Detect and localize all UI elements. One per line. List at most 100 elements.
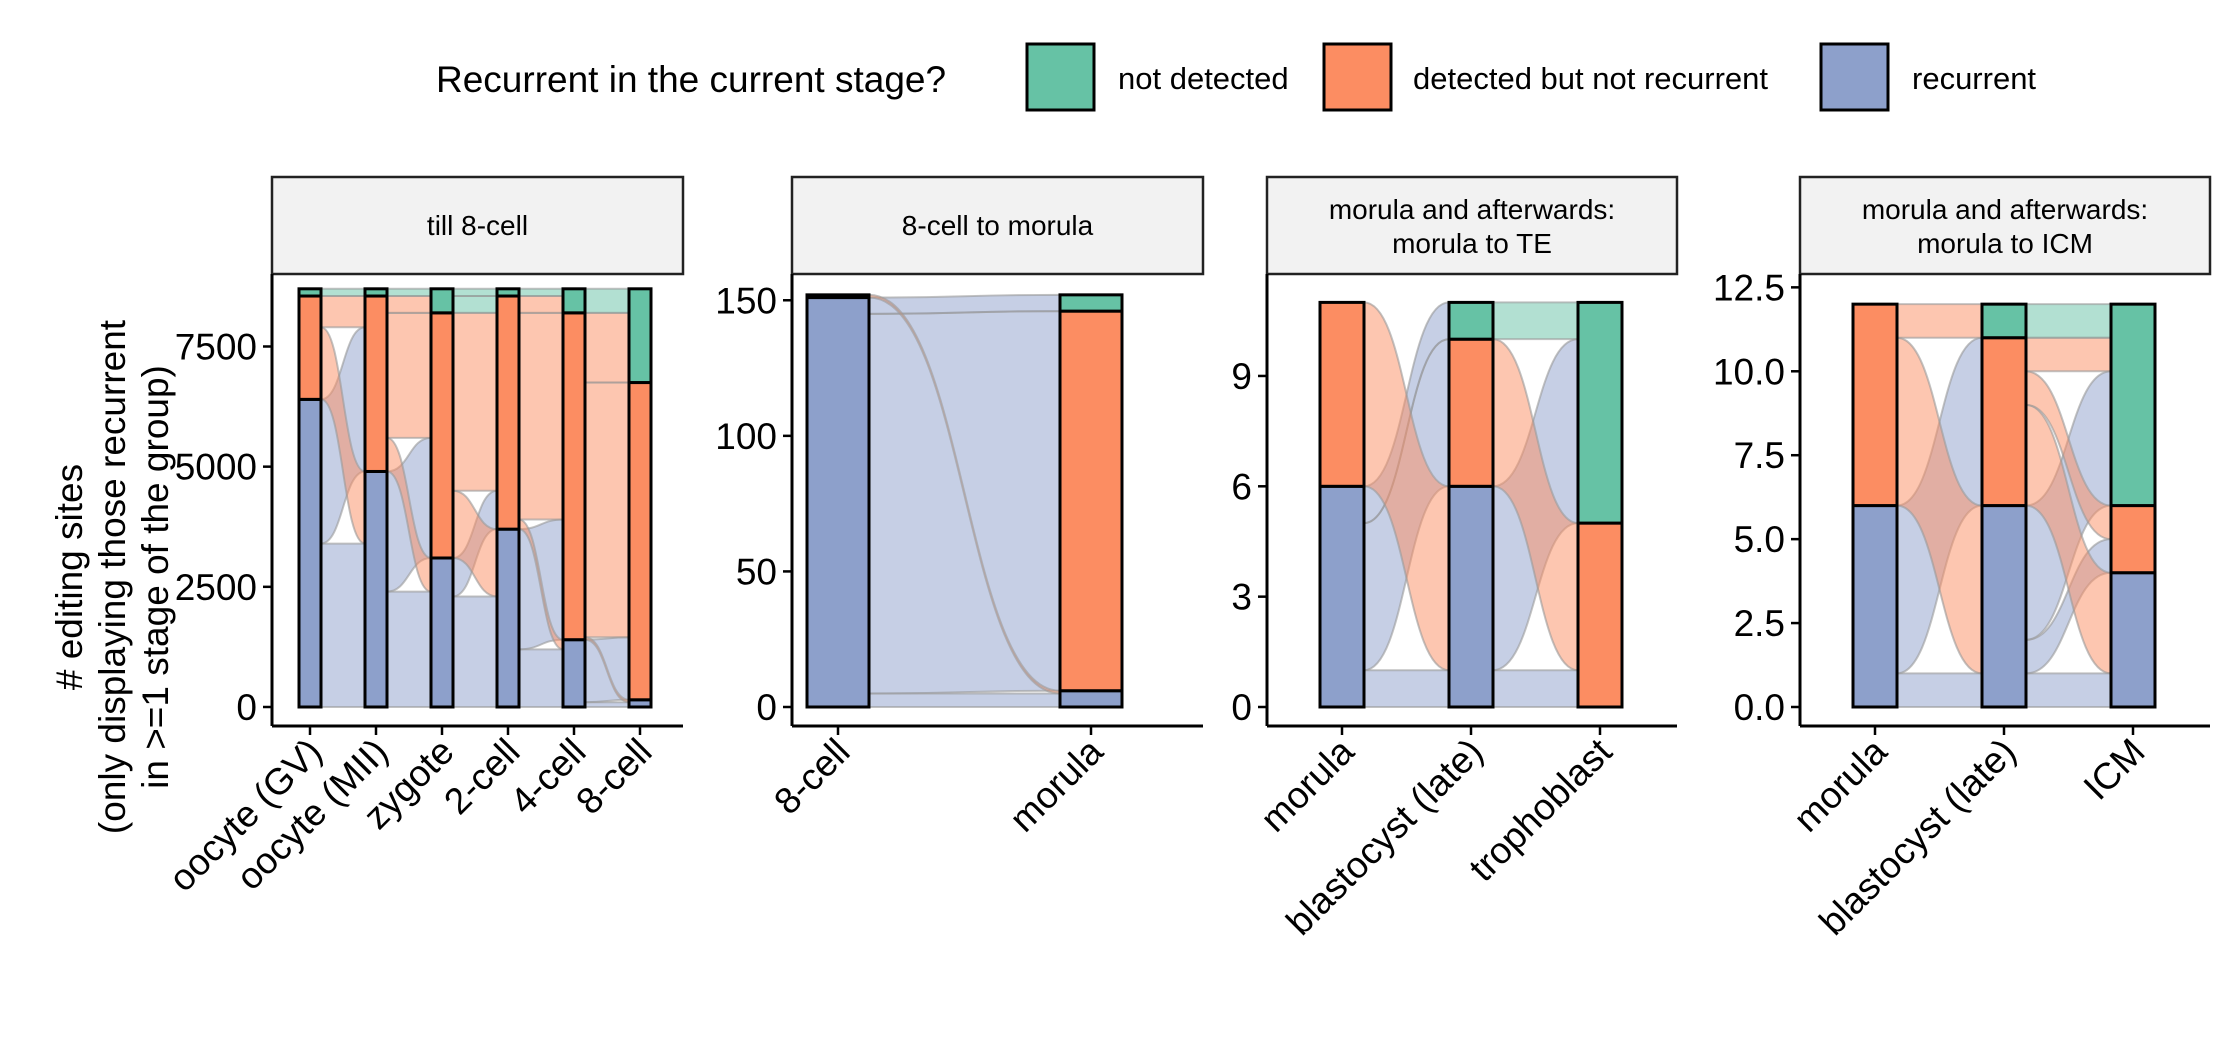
flow-not-detected-to-detected-but-not-recurrent: [452, 295, 498, 314]
bar-oocyte-gv-recurrent: [297, 397, 323, 709]
flow-recurrent-to-detected-but-not-recurrent: [1492, 669, 1579, 709]
panel-2: 8-cell to morula 0 50 100 150 8-cell morula: [715, 175, 1205, 840]
flows: [1363, 301, 1579, 709]
flow-not-detected-to-not-detected: [452, 287, 498, 298]
y-tick-label: 100: [715, 416, 777, 457]
legend-items: not detected detected but not recurrent re…: [1025, 42, 2036, 112]
y-tick-label: 2500: [175, 567, 257, 608]
bar-icm-detected-but-not-recurrent: [2109, 504, 2157, 575]
y-tick-label: 7500: [175, 326, 257, 367]
flow-not-detected-to-not-detected: [1492, 301, 1579, 341]
bar-zygote-detected-but-not-recurrent: [429, 311, 455, 560]
flow-detected-but-not-recurrent-to-detected-but-not-recurrent: [320, 295, 366, 329]
bar-morula-recurrent: [1058, 689, 1124, 709]
panel-title: morula to ICM: [1917, 228, 2093, 259]
y-tick-label: 10.0: [1713, 351, 1785, 392]
bar-2-cell-not-detected: [495, 287, 521, 298]
y-tick-label: 150: [715, 280, 777, 321]
legend-label-not-detected: not detected: [1118, 61, 1289, 96]
y-tick-label: 5000: [175, 447, 257, 488]
y-tick-label: 12.5: [1713, 267, 1785, 308]
bar-trophoblast-detected-but-not-recurrent: [1576, 521, 1624, 709]
bar-2-cell-recurrent: [495, 527, 521, 709]
bar-zygote-recurrent: [429, 556, 455, 709]
bar-blastocyst-late-detected-but-not-recurrent: [1447, 337, 1495, 488]
y-tick-label: 0: [756, 687, 777, 728]
flow-detected-but-not-recurrent-to-not-detected: [584, 311, 630, 384]
bar-8-cell-not-detected: [627, 287, 653, 385]
panel-title: morula to TE: [1392, 228, 1552, 259]
flow-detected-but-not-recurrent-to-detected-but-not-recurrent: [386, 311, 432, 439]
bar-8-cell-detected-but-not-recurrent: [627, 381, 653, 702]
x-tick-label-morula: morula: [1002, 730, 1111, 839]
bar-morula-recurrent: [1851, 504, 1899, 709]
y-tick-label: 0: [236, 687, 257, 728]
y-axis-title-text: # editing sites(only displaying those re…: [49, 319, 176, 834]
x-tick-label-4-cell: 4-cell: [502, 731, 594, 823]
y-tick-label: 5.0: [1734, 519, 1785, 560]
x-tick-label-8-cell: 8-cell: [568, 731, 660, 823]
bar-morula-recurrent: [1318, 484, 1366, 709]
bar-2-cell-detected-but-not-recurrent: [495, 294, 521, 531]
bar-8-cell-detected-but-not-recurrent: [805, 293, 871, 300]
bar-trophoblast-not-detected: [1576, 300, 1624, 525]
flow-recurrent-to-recurrent: [868, 692, 1061, 709]
panel-title: till 8-cell: [427, 210, 528, 241]
y-tick-label: 0.0: [1734, 687, 1785, 728]
flows: [1896, 303, 2112, 709]
flow-detected-but-not-recurrent-to-detected-but-not-recurrent: [452, 311, 498, 492]
flow-recurrent-to-recurrent: [1363, 669, 1450, 709]
bar-oocyte-gv-not-detected: [297, 287, 323, 298]
y-tick-label: 6: [1231, 466, 1252, 507]
bar-oocyte-mii-detected-but-not-recurrent: [363, 294, 389, 473]
panel-4: morula and afterwards:morula to ICM 0.0 2.…: [1713, 175, 2212, 943]
panel-3: morula and afterwards:morula to TE 0 3 6 9 mo…: [1231, 175, 1679, 943]
flow-not-detected-to-not-detected: [584, 287, 630, 314]
x-tick-label-morula: morula: [1786, 730, 1895, 839]
legend-label-detected-but-not-recurrent: detected but not recurrent: [1413, 61, 1768, 96]
bar-blastocyst-late-recurrent: [1980, 504, 2028, 709]
flows: [320, 287, 630, 708]
flow-not-detected-to-not-detected: [518, 287, 564, 298]
bar-icm-recurrent: [2109, 571, 2157, 709]
flow-recurrent-to-recurrent: [2025, 672, 2112, 709]
flow-not-detected-to-not-detected: [2025, 303, 2112, 339]
panel-strip: [1265, 175, 1679, 276]
panel-title: morula and afterwards:: [1329, 194, 1615, 225]
bar-blastocyst-late-not-detected: [1980, 302, 2028, 340]
y-tick-label: 9: [1231, 356, 1252, 397]
x-tick-label-morula: morula: [1253, 730, 1362, 839]
stacked-bars: [1851, 302, 2157, 709]
flow-recurrent-to-recurrent: [320, 542, 366, 708]
legend-label-recurrent: recurrent: [1912, 61, 2036, 96]
flows: [868, 293, 1061, 709]
y-tick-label: 3: [1231, 577, 1252, 618]
y-tick-label: 2.5: [1734, 603, 1785, 644]
flow-detected-but-not-recurrent-to-detected-but-not-recurrent: [584, 381, 630, 639]
panel-title: morula and afterwards:: [1862, 194, 2148, 225]
x-tick-label-2-cell: 2-cell: [436, 731, 528, 823]
bar-oocyte-gv-detected-but-not-recurrent: [297, 294, 323, 401]
bar-blastocyst-late-detected-but-not-recurrent: [1980, 336, 2028, 508]
bar-oocyte-mii-recurrent: [363, 469, 389, 709]
y-tick-label: 0: [1231, 687, 1252, 728]
panel-title: 8-cell to morula: [902, 210, 1094, 241]
bar-icm-not-detected: [2109, 302, 2157, 508]
y-tick-label: 7.5: [1734, 435, 1785, 476]
panel-strip: [1798, 175, 2212, 276]
bar-morula-not-detected: [1058, 293, 1124, 313]
flow-recurrent-to-recurrent: [518, 648, 564, 708]
legend-title: Recurrent in the current stage?: [436, 59, 946, 100]
flow-recurrent-to-recurrent: [452, 595, 498, 708]
bar-8-cell-recurrent: [805, 296, 871, 709]
flow-detected-but-not-recurrent-to-detected-but-not-recurrent: [518, 311, 564, 521]
flow-detected-but-not-recurrent-to-not-detected: [1896, 303, 1983, 339]
stacked-bars: [1318, 300, 1624, 709]
panel-strip: [790, 175, 1205, 276]
bar-blastocyst-late-not-detected: [1447, 300, 1495, 341]
flow-detected-but-not-recurrent-to-not-detected: [2025, 336, 2112, 373]
flow-recurrent-to-detected-but-not-recurrent: [868, 310, 1061, 695]
flow-not-detected-to-not-detected: [320, 287, 366, 298]
